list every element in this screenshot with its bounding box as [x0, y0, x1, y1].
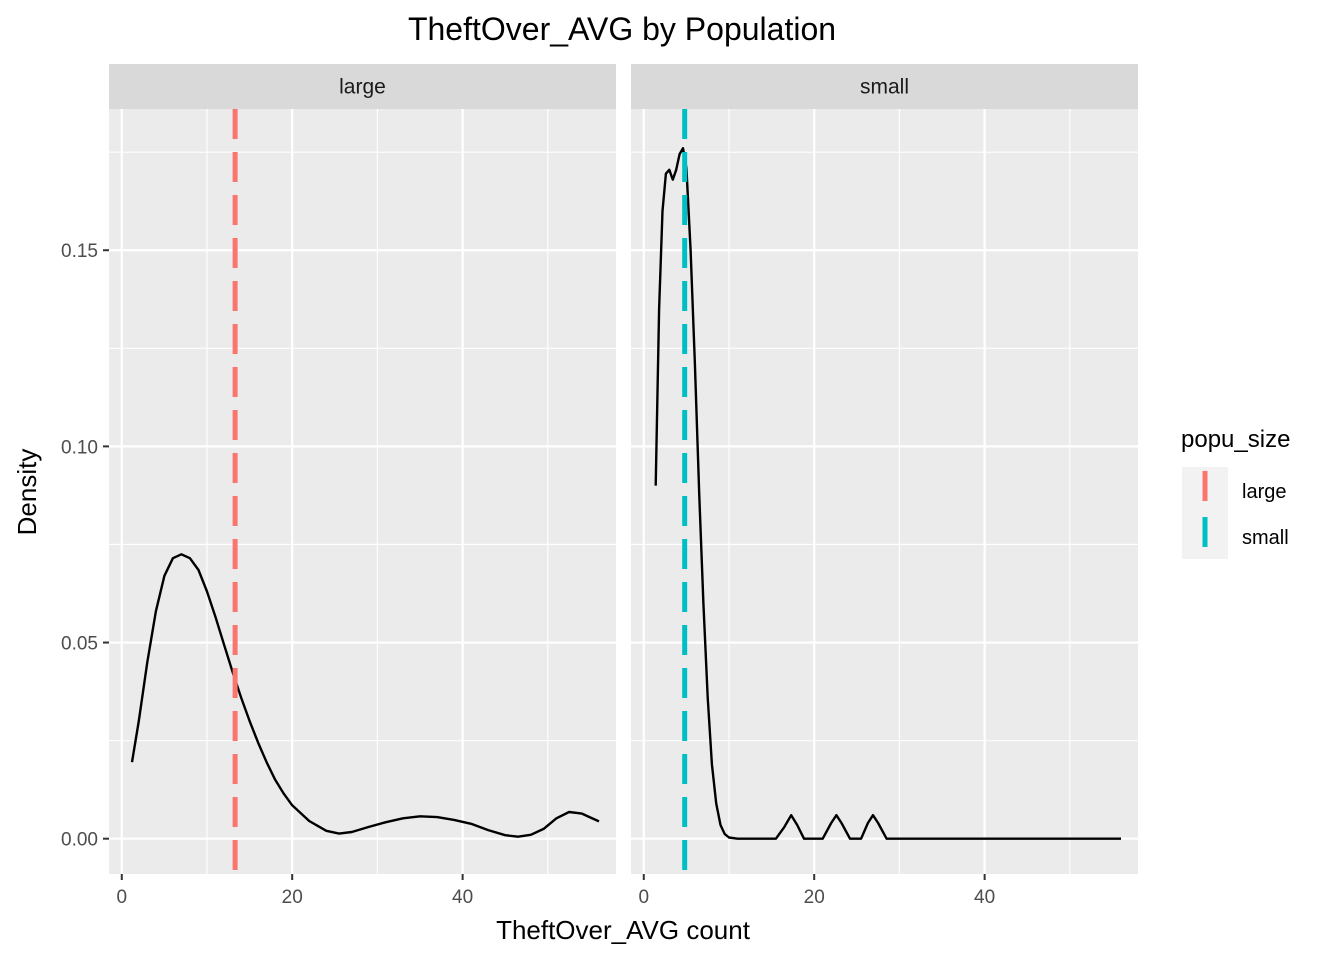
panel-background — [631, 109, 1138, 874]
panels-layer: large 0 20 40 0.00 0.05 0.10 0.15 small 0 20 40 — [61, 64, 1138, 908]
x-tick-label: 40 — [974, 887, 995, 908]
facet-strip-label: small — [860, 76, 909, 99]
panel-large: large 0 20 40 0.00 0.05 0.10 0.15 — [61, 64, 616, 908]
y-tick-label: 0.05 — [61, 634, 98, 655]
density-curve-small — [654, 147, 1121, 840]
x-tick-label: 20 — [282, 887, 303, 908]
x-tick-label: 0 — [638, 887, 649, 908]
facet-strip — [631, 64, 1138, 109]
legend: popu_size large small — [1181, 426, 1290, 559]
y-tick-label: 0.00 — [61, 830, 98, 851]
density-curve-large — [130, 553, 600, 838]
facet-strip-label: large — [339, 76, 386, 99]
panel-background — [109, 109, 616, 874]
x-tick-label: 20 — [804, 887, 825, 908]
legend-title: popu_size — [1181, 426, 1290, 453]
y-axis-title: Density — [12, 449, 42, 536]
legend-label-small: small — [1242, 527, 1289, 549]
x-tick-label: 40 — [452, 887, 473, 908]
x-axis-title: TheftOver_AVG count — [496, 915, 751, 945]
chart-title: TheftOver_AVG by Population — [408, 11, 836, 47]
y-tick-label: 0.15 — [61, 241, 98, 262]
legend-label-large: large — [1242, 481, 1286, 503]
panel-small: small 0 20 40 — [631, 64, 1138, 908]
facet-strip — [109, 64, 616, 109]
y-tick-label: 0.10 — [61, 437, 98, 458]
x-tick-label: 0 — [116, 887, 127, 908]
